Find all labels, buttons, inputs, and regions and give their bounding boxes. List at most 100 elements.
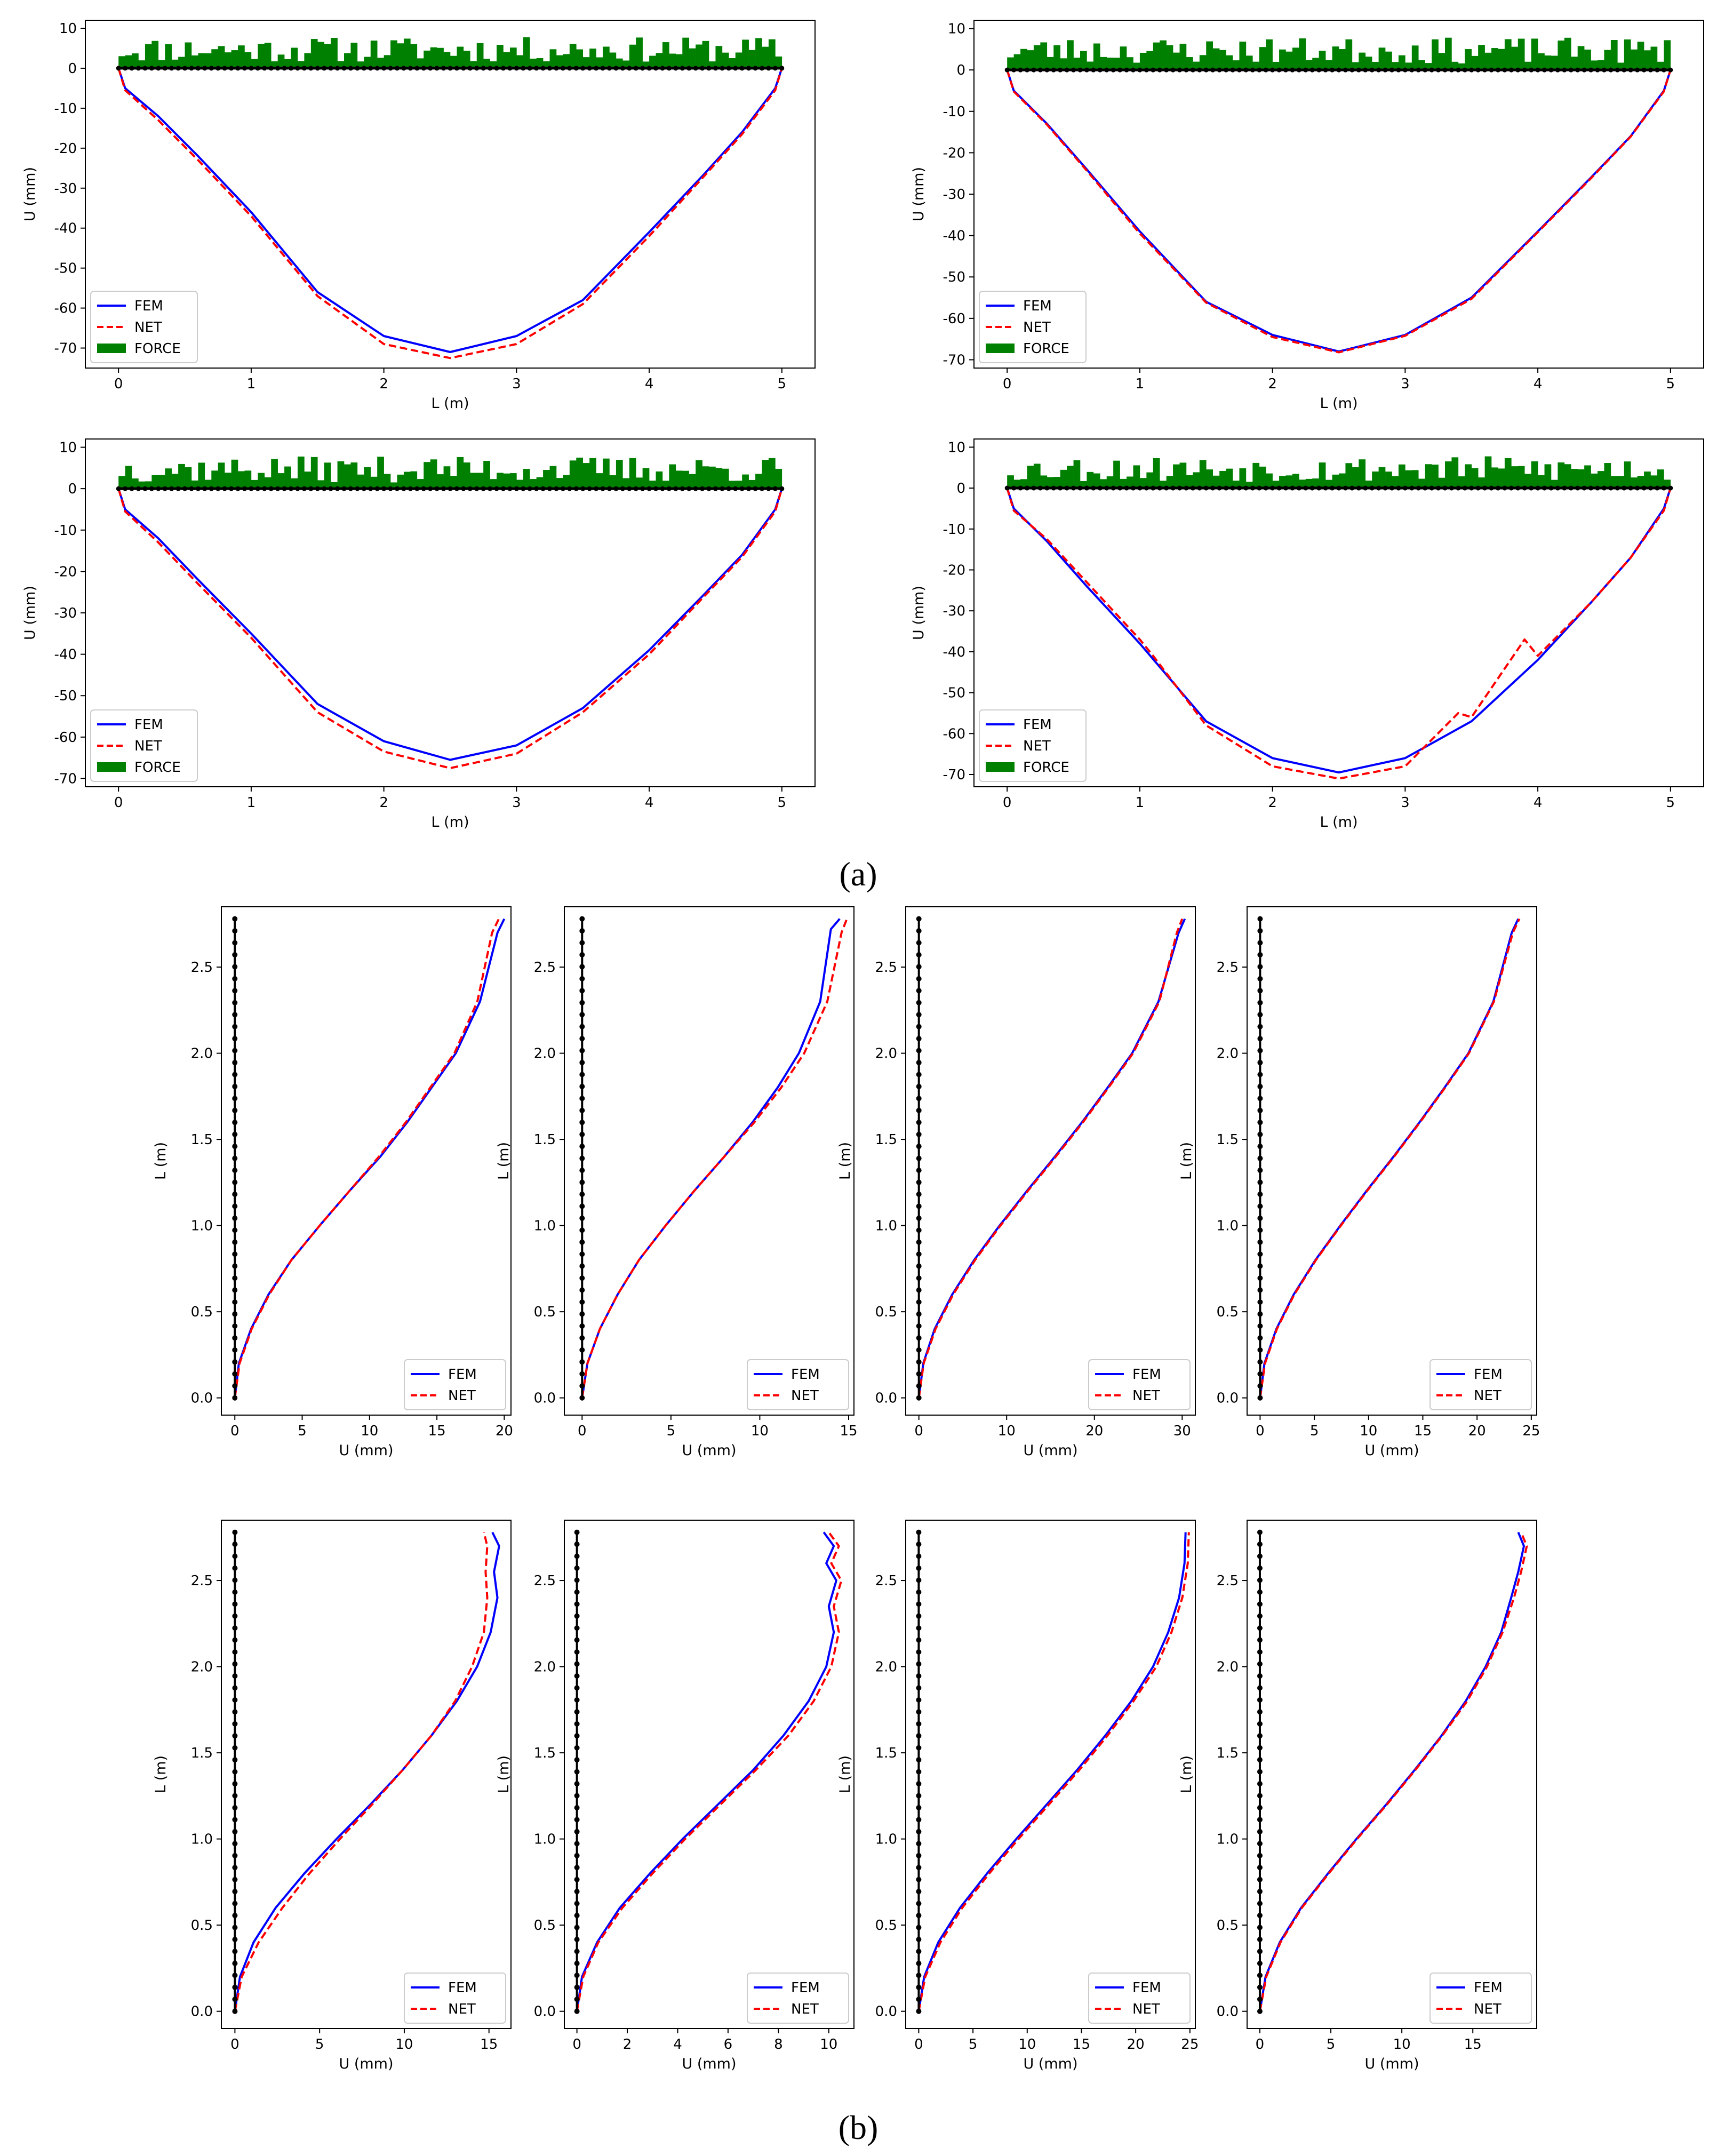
node-marker [1495,67,1500,73]
node-marker [587,66,592,71]
force-bar [1418,60,1425,70]
legend-label-force: FORCE [134,760,181,776]
node-marker [1655,485,1660,491]
force-bar [138,60,146,68]
node-marker [448,66,453,71]
node-marker [1117,485,1123,491]
node-marker [746,486,752,491]
node-marker [232,1673,238,1679]
x-tick-label: 1 [247,376,256,392]
node-marker [1595,67,1600,73]
node-marker [1290,485,1295,491]
node-marker [1257,1311,1263,1317]
plot-area [1004,37,1673,354]
node-marker [289,66,294,71]
node-marker [579,1215,585,1221]
node-marker [1276,67,1282,73]
force-bar [775,468,782,489]
node-marker [1257,1012,1263,1018]
node-marker [567,66,572,71]
node-marker [916,952,922,957]
node-marker [1151,67,1156,73]
force-bar [675,470,683,489]
node-marker [232,1542,238,1547]
force-bar [1451,457,1459,489]
force-bar [443,52,451,68]
force-bar [211,470,219,489]
node-marker [527,66,532,71]
y-axis-label: U (mm) [911,167,927,221]
force-bar [1591,473,1598,489]
force-bar [297,456,305,489]
plot-area [1257,916,1521,1401]
force-bar [1531,461,1538,489]
force-bar [1458,476,1465,489]
node-marker [579,1383,585,1389]
y-tick-label: -20 [54,141,77,157]
node-marker [441,486,446,491]
force-bar [185,467,192,489]
force-bar [1345,39,1353,70]
node-marker [232,1155,238,1161]
force-bar [729,58,736,68]
force-bar [1007,475,1014,489]
force-bar [563,475,570,489]
node-marker [579,1323,585,1329]
force-bar [344,464,351,489]
force-bar [1106,476,1114,489]
node-marker [1641,485,1647,491]
force-bar [1610,39,1618,70]
force-bar [616,58,623,68]
node-marker [579,1179,585,1185]
node-marker [1555,485,1560,491]
force-bar [1610,476,1618,489]
node-marker [579,928,585,934]
force-bar [310,39,318,68]
node-marker [242,66,247,71]
node-marker [916,1733,922,1739]
y-tick-label: 1.0 [875,1832,897,1848]
node-marker [916,1529,922,1535]
force-bar [1378,47,1386,70]
force-bar [244,470,252,489]
node-marker [232,928,238,934]
node-marker [1416,485,1421,491]
node-marker [573,66,579,71]
node-marker [916,1589,922,1595]
force-bar [1544,464,1552,489]
node-marker [156,486,161,491]
node-marker [916,1323,922,1329]
node-marker [1257,1733,1263,1739]
series-line-fem [1259,1531,1525,2012]
force-bar [1212,48,1220,70]
node-marker [1515,485,1521,491]
node-marker [1257,1805,1263,1811]
force-bar [118,56,125,68]
plot-area [574,1529,843,2014]
force-bar [1212,475,1220,489]
force-bar [390,40,397,68]
force-bar [582,463,590,489]
node-marker [1389,67,1394,73]
node-marker [1423,67,1428,73]
force-bar [1558,462,1565,489]
node-marker [232,1781,238,1787]
force-bar [1365,480,1372,489]
axes-frame [973,438,1704,787]
node-marker [1257,916,1263,922]
node-marker [374,486,380,491]
node-marker [315,66,320,71]
node-marker [574,1817,580,1823]
node-marker [268,486,274,491]
node-marker [1336,485,1341,491]
y-tick-label: -10 [943,104,965,120]
node-marker [1177,485,1183,491]
y-axis-label: L (m) [1178,1755,1195,1793]
node-marker [1641,67,1647,73]
force-bar [258,44,265,68]
force-bar [191,480,198,489]
legend: FEM NET FORCE [979,709,1087,782]
node-marker [1257,1685,1263,1691]
x-tick-label: 2 [623,2037,632,2053]
